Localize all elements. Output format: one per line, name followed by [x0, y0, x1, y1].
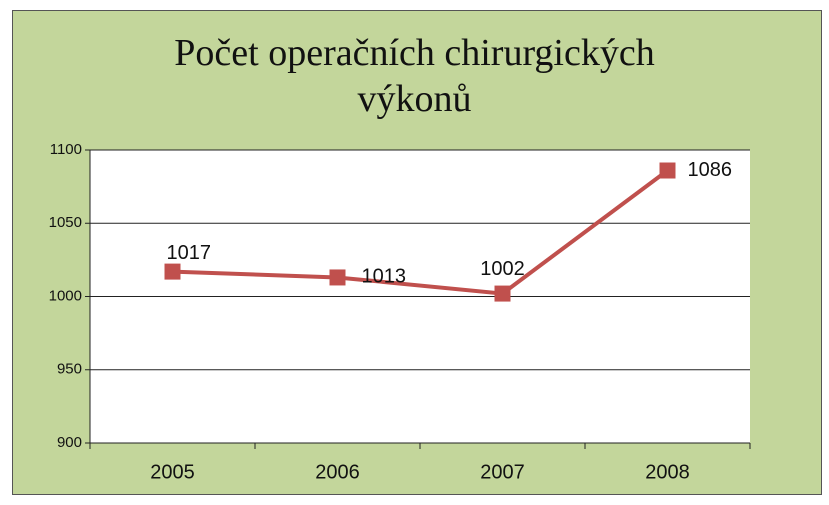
marker	[659, 162, 676, 179]
data-label: 1017	[167, 242, 212, 264]
y-tick-label: 1100	[50, 141, 82, 158]
y-tick-label: 950	[57, 361, 82, 378]
chart-title-box: Počet operačních chirurgických výkonů	[0, 30, 829, 122]
chart-title: Počet operačních chirurgických výkonů	[174, 32, 655, 120]
data-label: 1086	[688, 159, 733, 181]
data-label: 1002	[480, 258, 525, 280]
marker	[329, 269, 346, 286]
y-tick-label: 1050	[49, 214, 82, 231]
x-tick-label: 2005	[150, 461, 195, 483]
x-tick-label: 2008	[645, 461, 690, 483]
x-tick-label: 2007	[480, 461, 525, 483]
y-tick-label: 900	[57, 434, 82, 451]
series-line	[172, 168, 669, 296]
data-label: 1013	[362, 266, 407, 288]
marker	[164, 263, 181, 280]
x-tick-label: 2006	[315, 461, 360, 483]
y-tick-label: 1000	[49, 287, 82, 304]
marker	[494, 285, 511, 302]
